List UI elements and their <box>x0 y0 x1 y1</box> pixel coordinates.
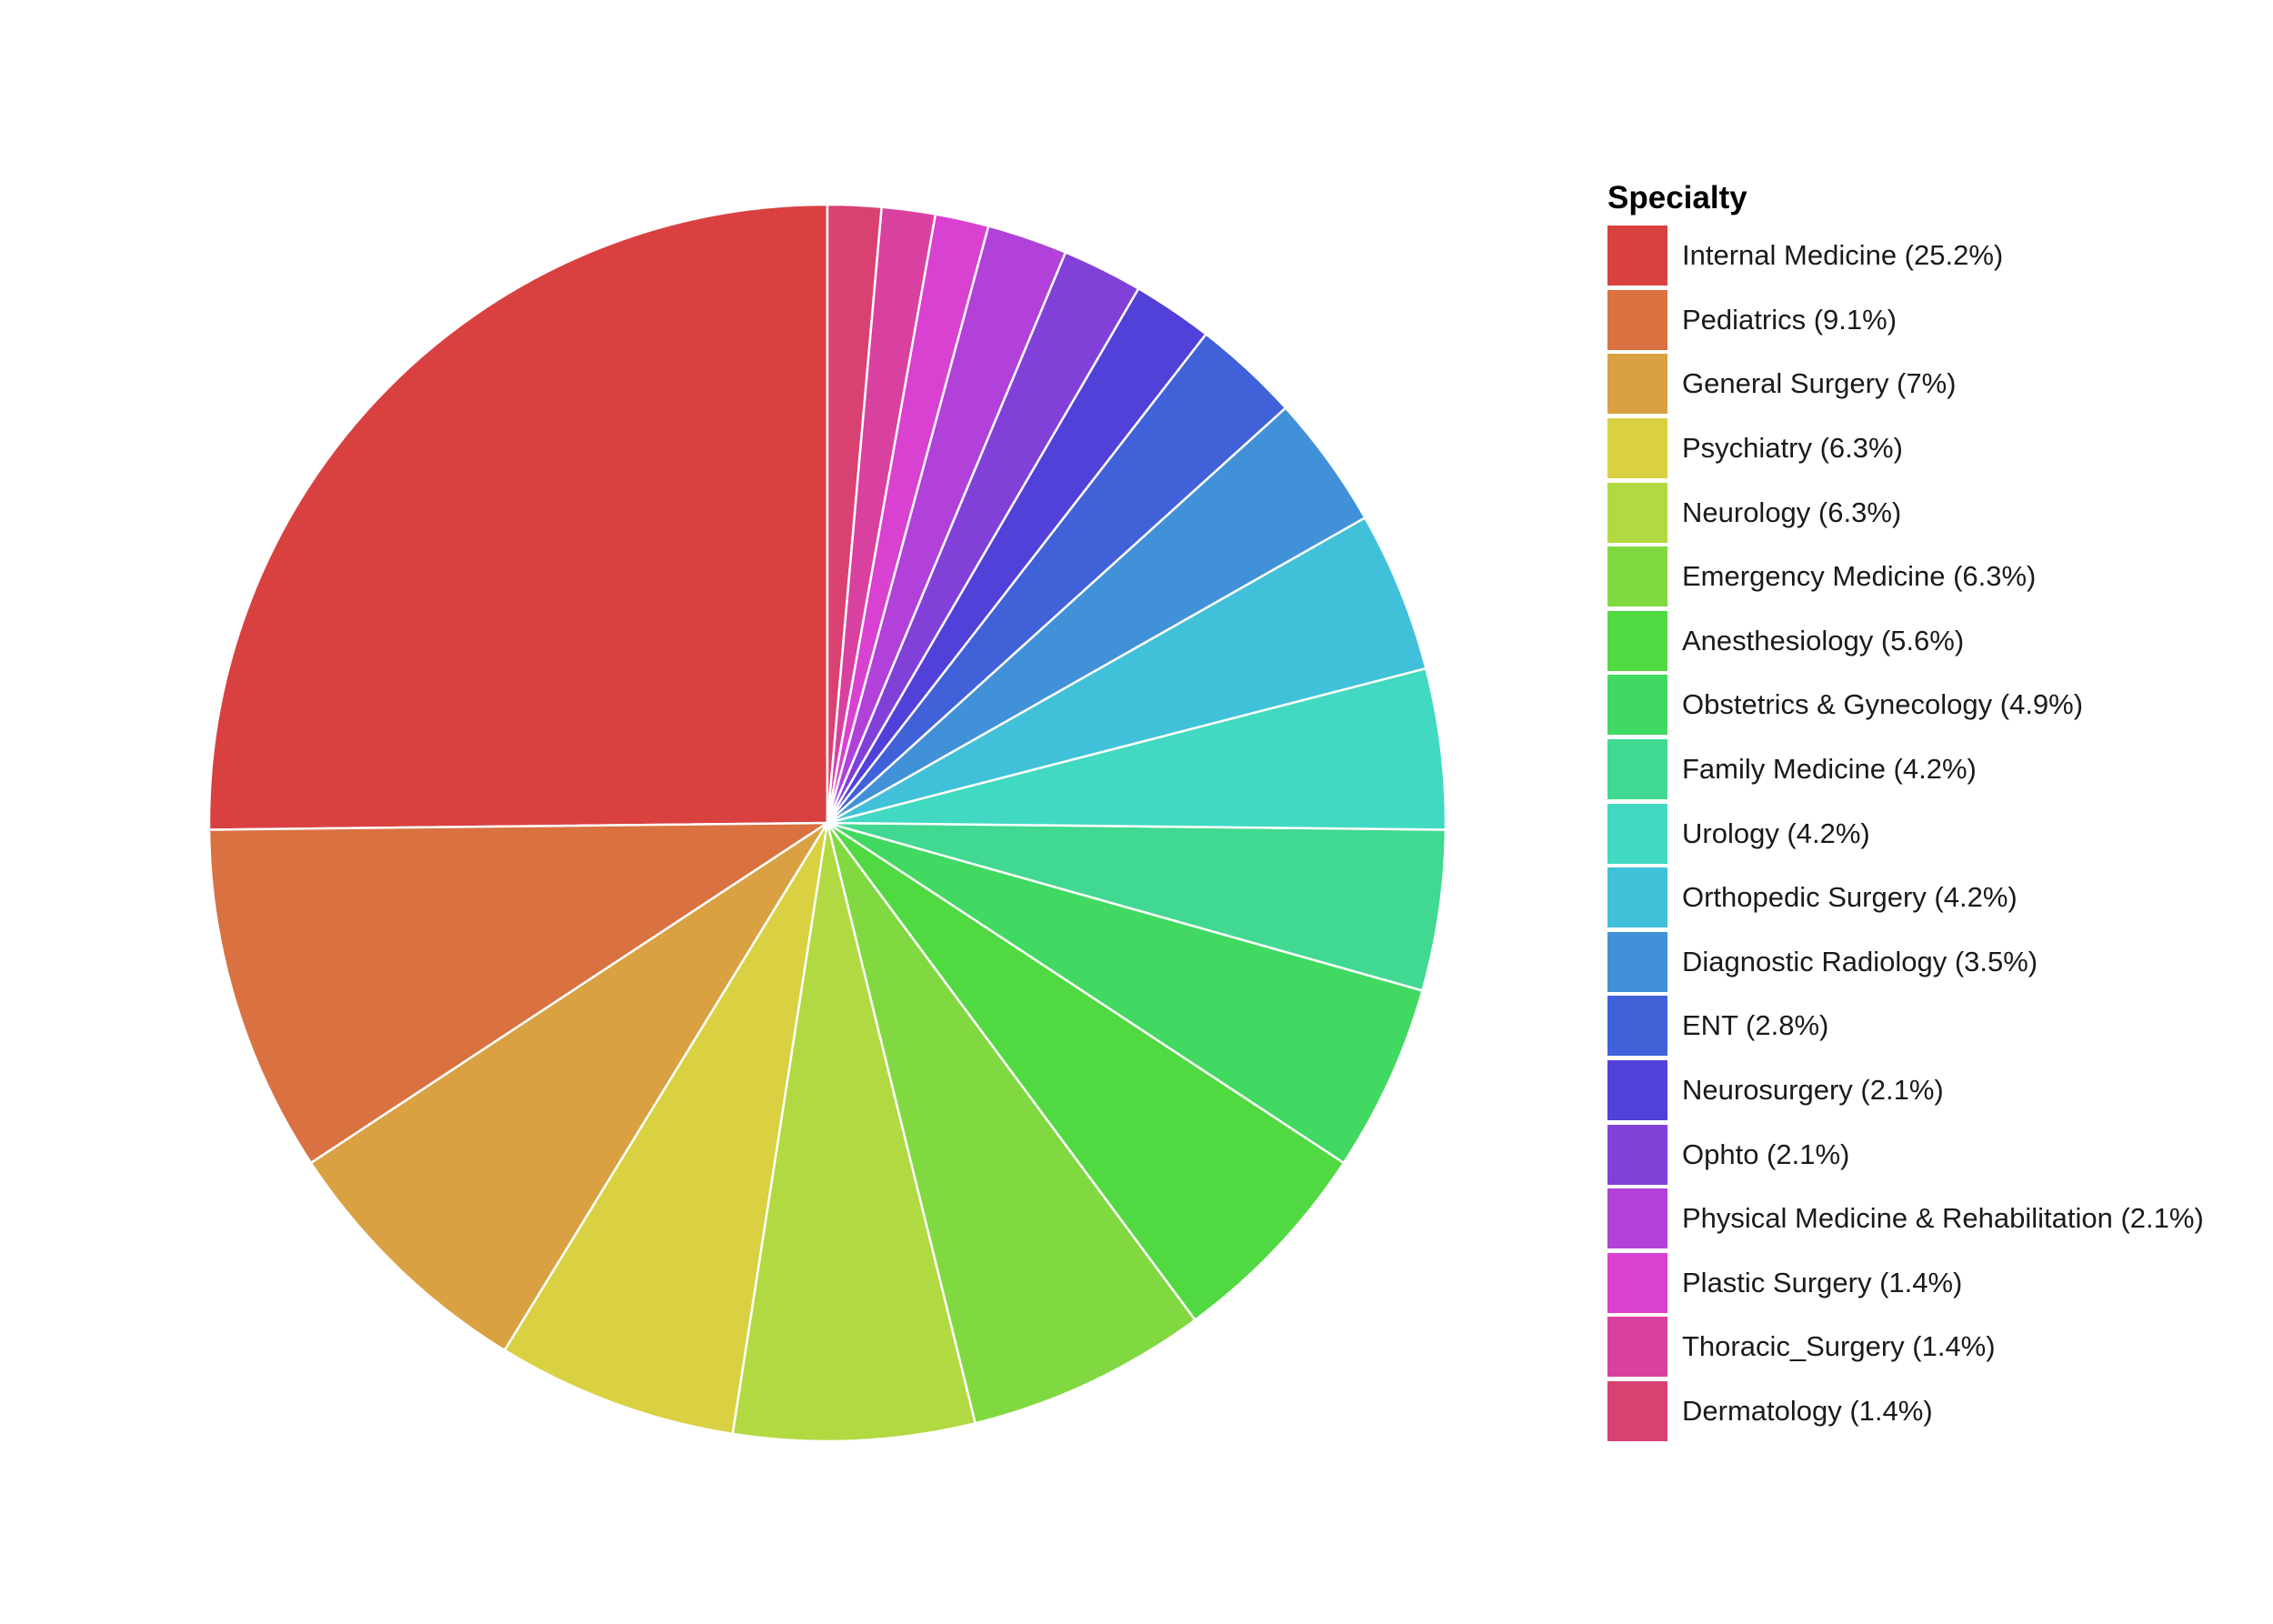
legend-item-15: Physical Medicine & Rehabilitation (2.1%… <box>1607 1187 2204 1251</box>
legend-item-10: Orthopedic Surgery (4.2%) <box>1607 866 2204 930</box>
legend-swatch <box>1607 739 1667 800</box>
legend-item-4: Neurology (6.3%) <box>1607 480 2204 545</box>
legend-item-0: Internal Medicine (25.2%) <box>1607 224 2204 288</box>
legend-item-18: Dermatology (1.4%) <box>1607 1379 2204 1444</box>
legend-item-14: Ophto (2.1%) <box>1607 1122 2204 1187</box>
legend-label: Diagnostic Radiology (3.5%) <box>1682 945 2038 977</box>
pie-slice-7 <box>826 821 1425 1165</box>
legend-item-16: Plastic Surgery (1.4%) <box>1607 1251 2204 1316</box>
legend-label: Plastic Surgery (1.4%) <box>1682 1266 1963 1298</box>
pie-slice-4 <box>731 822 977 1443</box>
legend-label: Dermatology (1.4%) <box>1682 1394 1933 1427</box>
legend-item-17: Thoracic_Surgery (1.4%) <box>1607 1315 2204 1379</box>
legend-item-12: ENT (2.8%) <box>1607 994 2204 1058</box>
legend-swatch <box>1607 803 1667 864</box>
legend-item-7: Obstetrics & Gynecology (4.9%) <box>1607 673 2204 737</box>
legend-swatch <box>1607 1317 1667 1378</box>
legend-item-6: Anesthesiology (5.6%) <box>1607 609 2204 674</box>
legend-label: Emergency Medicine (6.3%) <box>1682 560 2037 593</box>
pie-slice-3 <box>503 822 829 1436</box>
legend-swatch <box>1607 1124 1667 1185</box>
legend-label: Ophto (2.1%) <box>1682 1138 1850 1170</box>
legend-item-8: Family Medicine (4.2%) <box>1607 737 2204 802</box>
legend-label: Family Medicine (4.2%) <box>1682 753 1977 786</box>
pie-slice-10 <box>826 516 1427 825</box>
legend-item-2: General Surgery (7%) <box>1607 352 2204 416</box>
legend-swatch <box>1607 354 1667 415</box>
legend-label: ENT (2.8%) <box>1682 1009 1829 1042</box>
pie-slice-6 <box>826 821 1346 1322</box>
legend-swatch <box>1607 1060 1667 1121</box>
legend-swatch <box>1607 1188 1667 1249</box>
legend: Specialty Internal Medicine (25.2%) Pedia… <box>1607 180 2204 1443</box>
legend-label: Neurology (6.3%) <box>1682 496 1902 528</box>
legend-label: Physical Medicine & Rehabilitation (2.1%… <box>1682 1202 2204 1235</box>
legend-item-3: Psychiatry (6.3%) <box>1607 416 2204 481</box>
pie-slice-0 <box>207 203 829 831</box>
legend-item-9: Urology (4.2%) <box>1607 801 2204 866</box>
legend-swatch <box>1607 1380 1667 1441</box>
legend-item-13: Neurosurgery (2.1%) <box>1607 1058 2204 1123</box>
legend-item-5: Emergency Medicine (6.3%) <box>1607 545 2204 609</box>
legend-title: Specialty <box>1607 180 1747 216</box>
legend-swatch <box>1607 289 1667 350</box>
legend-label: Orthopedic Surgery (4.2%) <box>1682 881 2018 914</box>
legend-label: Psychiatry (6.3%) <box>1682 432 1903 465</box>
legend-label: Obstetrics & Gynecology (4.9%) <box>1682 688 2084 721</box>
legend-label: Urology (4.2%) <box>1682 817 1870 849</box>
pie-slice-2 <box>309 821 829 1352</box>
pie-slice-1 <box>207 821 832 1165</box>
legend-swatch <box>1607 610 1667 671</box>
legend-swatch <box>1607 546 1667 607</box>
pie-slice-9 <box>826 667 1447 831</box>
legend-label: Pediatrics (9.1%) <box>1682 303 1898 336</box>
legend-item-1: Pediatrics (9.1%) <box>1607 288 2204 353</box>
legend-label: Anesthesiology (5.6%) <box>1682 624 1965 657</box>
legend-swatch <box>1607 482 1667 543</box>
legend-label: General Surgery (7%) <box>1682 367 1957 400</box>
legend-label: Neurosurgery (2.1%) <box>1682 1074 1944 1107</box>
pie-slice-8 <box>826 821 1447 992</box>
legend-swatch <box>1607 867 1667 928</box>
legend-swatch <box>1607 226 1667 286</box>
pie-slice-5 <box>826 822 1197 1425</box>
legend-label: Thoracic_Surgery (1.4%) <box>1682 1330 1996 1363</box>
legend-swatch <box>1607 931 1667 992</box>
legend-swatch <box>1607 1252 1667 1313</box>
legend-items: Internal Medicine (25.2%) Pediatrics (9.1… <box>1607 224 2204 1443</box>
legend-swatch <box>1607 418 1667 479</box>
legend-swatch <box>1607 996 1667 1057</box>
pie-slice-18 <box>826 203 884 824</box>
legend-item-11: Diagnostic Radiology (3.5%) <box>1607 930 2204 995</box>
legend-label: Internal Medicine (25.2%) <box>1682 239 2004 272</box>
legend-swatch <box>1607 675 1667 736</box>
